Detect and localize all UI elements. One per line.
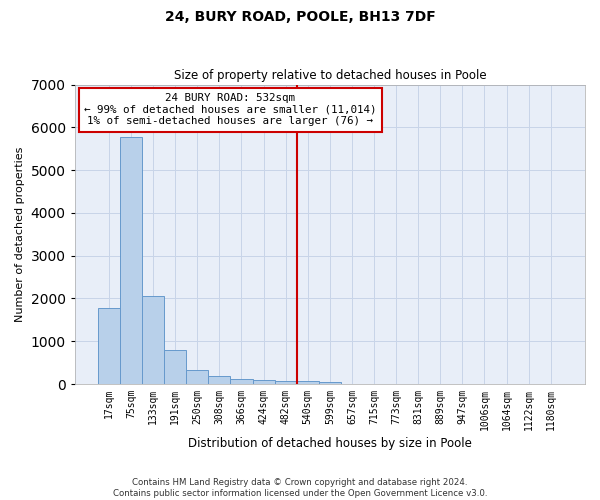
Bar xyxy=(253,380,275,384)
Bar xyxy=(164,350,186,384)
Bar xyxy=(208,376,230,384)
Text: 24, BURY ROAD, POOLE, BH13 7DF: 24, BURY ROAD, POOLE, BH13 7DF xyxy=(164,10,436,24)
Bar xyxy=(120,137,142,384)
Bar xyxy=(186,370,208,384)
Bar xyxy=(98,308,120,384)
Text: Contains HM Land Registry data © Crown copyright and database right 2024.
Contai: Contains HM Land Registry data © Crown c… xyxy=(113,478,487,498)
Bar xyxy=(275,380,297,384)
Bar xyxy=(319,382,341,384)
Text: 24 BURY ROAD: 532sqm
← 99% of detached houses are smaller (11,014)
1% of semi-de: 24 BURY ROAD: 532sqm ← 99% of detached h… xyxy=(84,93,377,126)
Bar xyxy=(230,379,253,384)
Y-axis label: Number of detached properties: Number of detached properties xyxy=(15,146,25,322)
X-axis label: Distribution of detached houses by size in Poole: Distribution of detached houses by size … xyxy=(188,437,472,450)
Bar xyxy=(142,296,164,384)
Title: Size of property relative to detached houses in Poole: Size of property relative to detached ho… xyxy=(173,69,486,82)
Bar xyxy=(297,380,319,384)
